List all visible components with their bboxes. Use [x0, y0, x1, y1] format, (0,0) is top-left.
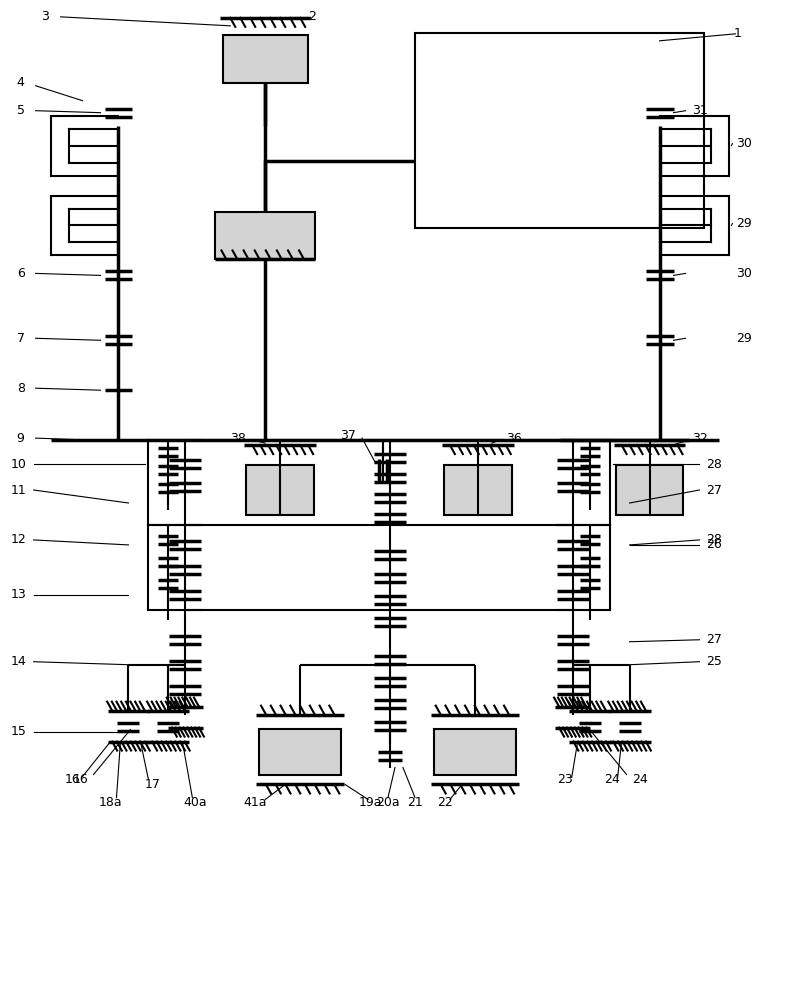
- Text: 10: 10: [11, 458, 27, 471]
- Text: 24: 24: [632, 773, 648, 786]
- Bar: [415, 33, 705, 228]
- Text: 40a: 40a: [184, 796, 207, 809]
- Bar: [444, 465, 512, 515]
- Text: 27: 27: [706, 633, 722, 646]
- Text: 11: 11: [11, 484, 27, 497]
- Text: 18a: 18a: [99, 796, 123, 809]
- Text: 31: 31: [691, 104, 707, 117]
- Bar: [246, 465, 314, 515]
- Text: 16: 16: [65, 773, 81, 786]
- Text: 41a: 41a: [244, 796, 267, 809]
- Text: 1: 1: [733, 27, 741, 40]
- Text: 12: 12: [11, 533, 27, 546]
- Text: 28: 28: [706, 458, 722, 471]
- Text: 2: 2: [308, 10, 316, 23]
- Text: 29: 29: [736, 332, 752, 345]
- Text: 4: 4: [17, 76, 25, 89]
- Text: 26: 26: [706, 538, 722, 551]
- Text: 28: 28: [706, 533, 722, 546]
- Text: 24: 24: [604, 773, 619, 786]
- Text: 17: 17: [145, 778, 161, 791]
- Text: 30: 30: [736, 137, 752, 150]
- Text: 30: 30: [736, 267, 752, 280]
- Text: 38: 38: [230, 432, 246, 445]
- Text: 6: 6: [17, 267, 25, 280]
- Text: 37: 37: [340, 429, 356, 442]
- Text: 20a: 20a: [377, 796, 399, 809]
- Text: 7: 7: [17, 332, 25, 345]
- Text: 36: 36: [506, 432, 522, 445]
- Text: 25: 25: [706, 655, 722, 668]
- Bar: [259, 729, 341, 775]
- Text: 8: 8: [17, 382, 25, 395]
- Text: 13: 13: [11, 588, 27, 601]
- Text: 3: 3: [40, 10, 48, 23]
- Text: 19a: 19a: [358, 796, 382, 809]
- Text: 5: 5: [17, 104, 25, 117]
- Text: 27: 27: [706, 484, 722, 497]
- Text: 32: 32: [691, 432, 707, 445]
- Text: 16: 16: [73, 773, 89, 786]
- Text: 9: 9: [17, 432, 25, 445]
- Bar: [434, 729, 516, 775]
- Text: 15: 15: [11, 725, 27, 738]
- Bar: [615, 465, 683, 515]
- Text: 14: 14: [11, 655, 27, 668]
- Text: 22: 22: [437, 796, 452, 809]
- Text: 29: 29: [736, 217, 752, 230]
- Text: 21: 21: [407, 796, 423, 809]
- Text: 23: 23: [557, 773, 573, 786]
- Bar: [215, 212, 315, 259]
- Bar: [223, 35, 308, 83]
